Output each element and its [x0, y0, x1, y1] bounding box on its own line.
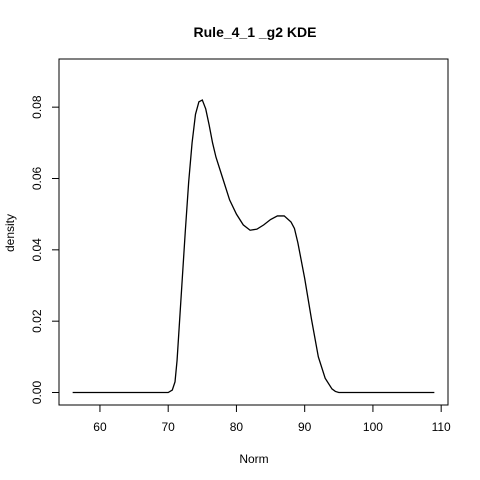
y-tick-label: 0.06 — [30, 166, 44, 190]
x-tick-label: 90 — [298, 420, 312, 434]
x-axis: 60 70 80 90 100 110 — [93, 404, 451, 434]
y-tick-label: 0.02 — [30, 309, 44, 333]
x-tick-label: 60 — [93, 420, 107, 434]
y-tick-label: 0.08 — [30, 95, 44, 119]
y-tick-label: 0.00 — [30, 381, 44, 405]
density-curve — [72, 99, 435, 394]
x-tick-label: 80 — [230, 420, 244, 434]
y-axis-label: density — [3, 214, 17, 252]
y-axis: 0.00 0.02 0.04 0.06 0.08 — [30, 95, 60, 405]
y-tick-label: 0.04 — [30, 238, 44, 262]
x-tick-label: 110 — [432, 420, 451, 434]
x-tick-label: 70 — [162, 420, 176, 434]
x-axis-label: Norm — [239, 452, 268, 466]
chart-title: Rule_4_1 _g2 KDE — [194, 24, 317, 40]
x-tick-label: 100 — [363, 420, 383, 434]
